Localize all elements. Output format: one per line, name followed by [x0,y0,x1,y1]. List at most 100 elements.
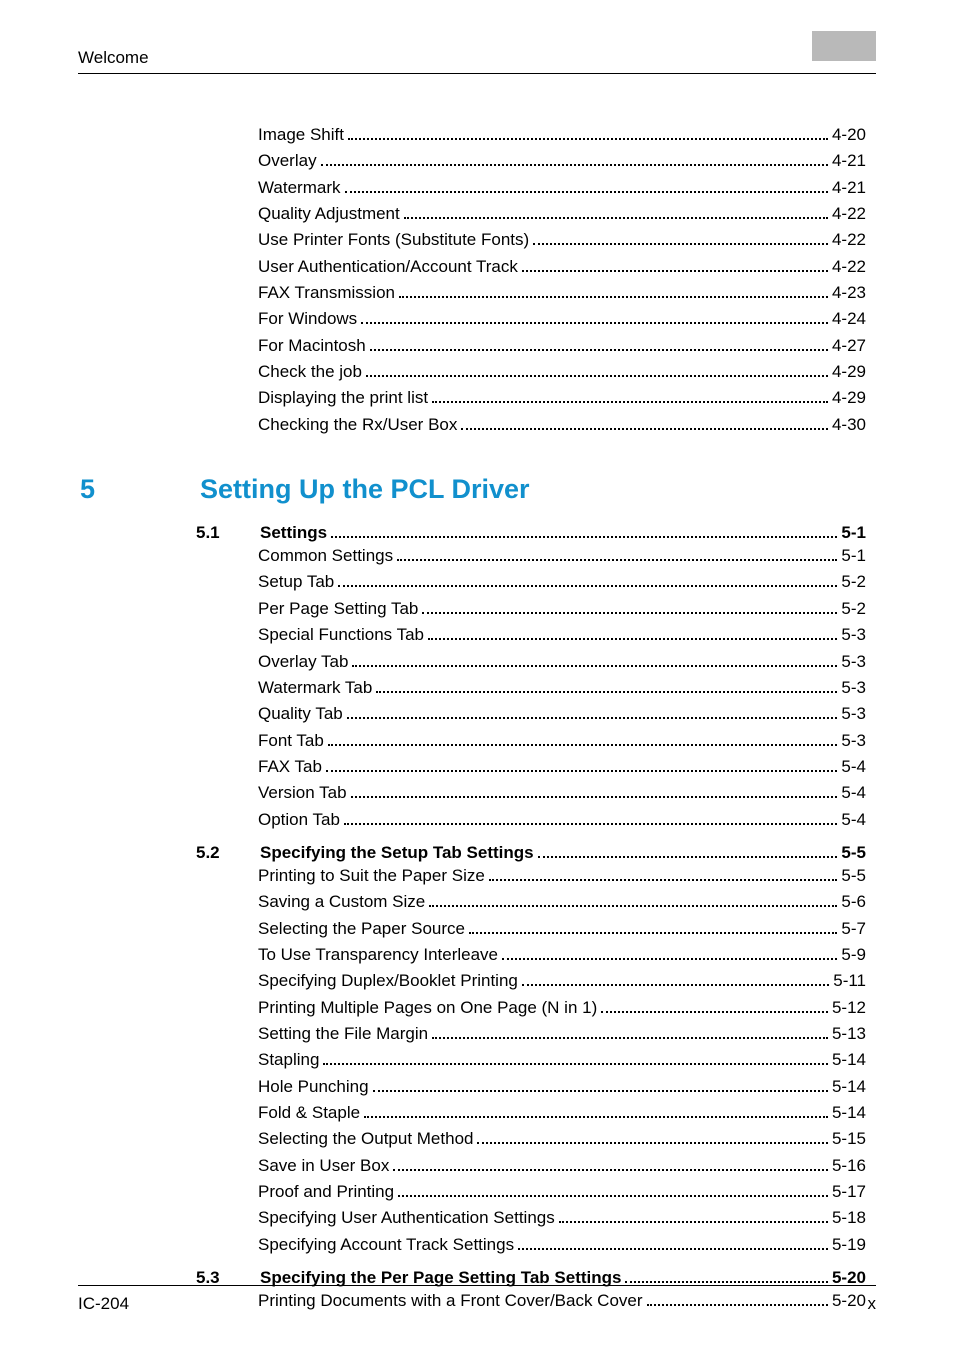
toc-entry[interactable]: Hole Punching5-14 [258,1074,866,1100]
toc-leader [502,958,837,960]
toc-entry[interactable]: To Use Transparency Interleave5-9 [258,942,866,968]
toc-entry[interactable]: User Authentication/Account Track 4-22 [258,254,866,280]
toc-entry[interactable]: Checking the Rx/User Box 4-30 [258,412,866,438]
toc-leader [404,217,828,219]
toc-entry[interactable]: Save in User Box5-16 [258,1153,866,1179]
toc-entry[interactable]: Proof and Printing 5-17 [258,1179,866,1205]
toc-page: 5-1 [841,523,866,543]
toc-page: 5-14 [832,1047,866,1073]
section-heading[interactable]: 5.1 Settings 5-1 [78,523,876,543]
toc-entry[interactable]: Version Tab5-4 [258,780,866,806]
toc-entry[interactable]: Overlay Tab5-3 [258,649,866,675]
toc-leader [361,322,828,324]
toc-label: Watermark Tab [258,675,372,701]
toc-entry[interactable]: Printing Multiple Pages on One Page (N i… [258,995,866,1021]
toc-entry[interactable]: Special Functions Tab5-3 [258,622,866,648]
toc-page: 4-21 [832,175,866,201]
toc-entry[interactable]: Selecting the Output Method5-15 [258,1126,866,1152]
toc-page: 5-12 [832,995,866,1021]
toc-entry[interactable]: Setup Tab5-2 [258,569,866,595]
toc-page: 5-2 [841,569,866,595]
toc-entry[interactable]: Font Tab5-3 [258,728,866,754]
page-header: Welcome [78,48,876,74]
toc-pre-list: Image Shift 4-20 Overlay 4-21 Watermark … [258,122,866,438]
toc-leader [338,585,837,587]
toc-section-list: Common Settings5-1 Setup Tab5-2 Per Page… [258,543,866,833]
toc-entry[interactable]: FAX Tab5-4 [258,754,866,780]
toc-page: 5-5 [841,843,866,863]
toc-leader [489,879,838,881]
section-number: 5.2 [196,843,260,863]
toc-page: 5-17 [832,1179,866,1205]
toc-page: 4-30 [832,412,866,438]
toc-page: 5-14 [832,1074,866,1100]
toc-page: 5-4 [841,754,866,780]
toc-leader [397,559,837,561]
toc-entry[interactable]: Specifying User Authentication Settings5… [258,1205,866,1231]
toc-entry[interactable]: Check the job 4-29 [258,359,866,385]
toc-leader [538,856,838,858]
toc-entry[interactable]: Option Tab5-4 [258,807,866,833]
toc-page: 5-3 [841,649,866,675]
toc-entry[interactable]: Use Printer Fonts (Substitute Fonts) 4-2… [258,227,866,253]
toc-leader [370,349,828,351]
section-heading[interactable]: 5.2 Specifying the Setup Tab Settings 5-… [78,843,876,863]
toc-leader [323,1063,828,1065]
toc-label: Watermark [258,175,341,201]
toc-entry[interactable]: Specifying Duplex/Booklet Printing5-11 [258,968,866,994]
toc-page: 4-29 [832,385,866,411]
toc-label: Stapling [258,1047,319,1073]
toc-leader [625,1281,827,1283]
toc-page: 5-3 [841,701,866,727]
toc-entry[interactable]: Watermark Tab5-3 [258,675,866,701]
toc-leader [428,638,837,640]
toc-entry[interactable]: Overlay 4-21 [258,148,866,174]
toc-leader [429,905,837,907]
toc-entry[interactable]: For Macintosh 4-27 [258,333,866,359]
toc-page: 4-27 [832,333,866,359]
toc-leader [518,1248,828,1250]
header-decor-block [812,31,876,61]
toc-entry[interactable]: Specifying Account Track Settings5-19 [258,1232,866,1258]
section-title: Specifying the Setup Tab Settings [260,843,534,863]
toc-entry[interactable]: Setting the File Margin5-13 [258,1021,866,1047]
toc-label: Setting the File Margin [258,1021,428,1047]
toc-entry[interactable]: Quality Adjustment 4-22 [258,201,866,227]
toc-leader [522,984,829,986]
toc-entry[interactable]: Selecting the Paper Source5-7 [258,916,866,942]
toc-entry[interactable]: FAX Transmission 4-23 [258,280,866,306]
chapter-heading[interactable]: 5 Setting Up the PCL Driver [78,474,876,505]
toc-entry[interactable]: Common Settings5-1 [258,543,866,569]
toc-page: 4-22 [832,254,866,280]
toc-label: Proof and Printing [258,1179,394,1205]
toc-label: Font Tab [258,728,324,754]
toc-leader [373,1090,828,1092]
toc-leader [331,536,837,538]
toc-entry[interactable]: Saving a Custom Size5-6 [258,889,866,915]
toc-page: 5-5 [841,863,866,889]
toc-entry[interactable]: Printing to Suit the Paper Size5-5 [258,863,866,889]
toc-entry[interactable]: Fold & Staple5-14 [258,1100,866,1126]
toc-entry[interactable]: For Windows 4-24 [258,306,866,332]
toc-page: 4-22 [832,227,866,253]
footer-page-number: x [868,1294,877,1314]
toc-label: Displaying the print list [258,385,428,411]
toc-entry[interactable]: Watermark 4-21 [258,175,866,201]
toc-page: 5-6 [841,889,866,915]
page-footer: IC-204 x [78,1285,876,1314]
toc-leader [321,164,828,166]
toc-entry[interactable]: Displaying the print list 4-29 [258,385,866,411]
toc-leader [461,428,828,430]
toc-page: 5-16 [832,1153,866,1179]
toc-leader [376,691,837,693]
toc-entry[interactable]: Quality Tab5-3 [258,701,866,727]
toc-leader [347,717,838,719]
toc-entry[interactable]: Stapling 5-14 [258,1047,866,1073]
toc-page: 5-15 [832,1126,866,1152]
toc-entry[interactable]: Per Page Setting Tab5-2 [258,596,866,622]
chapter-number: 5 [80,474,200,505]
toc-label: FAX Transmission [258,280,395,306]
toc-label: Special Functions Tab [258,622,424,648]
toc-section-list: Printing to Suit the Paper Size5-5 Savin… [258,863,866,1258]
toc-entry[interactable]: Image Shift 4-20 [258,122,866,148]
